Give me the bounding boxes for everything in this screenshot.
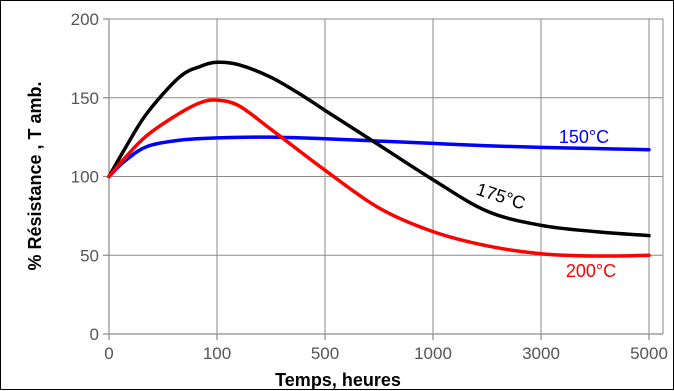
- x-tick-label: 5000: [630, 344, 668, 363]
- series-label: 150°C: [559, 127, 609, 147]
- series-line-175c: [107, 60, 651, 238]
- y-axis-title: % Résistance , T amb.: [25, 81, 45, 270]
- y-tick-label: 100: [71, 168, 99, 187]
- y-tick-label: 150: [71, 89, 99, 108]
- x-tick-label: 3000: [522, 344, 560, 363]
- y-tick-label: 0: [90, 325, 99, 344]
- y-tick-label: 50: [80, 246, 99, 265]
- x-axis-title: Temps, heures: [275, 370, 401, 390]
- series-line-150c: [107, 135, 651, 179]
- y-tick-label: 200: [71, 10, 99, 29]
- x-tick-label: 1000: [414, 344, 452, 363]
- series-line-200c: [107, 98, 651, 258]
- series-label: 200°C: [566, 261, 616, 281]
- x-tick-label: 100: [203, 344, 231, 363]
- x-tick-label: 500: [311, 344, 339, 363]
- x-tick-label: 0: [104, 344, 113, 363]
